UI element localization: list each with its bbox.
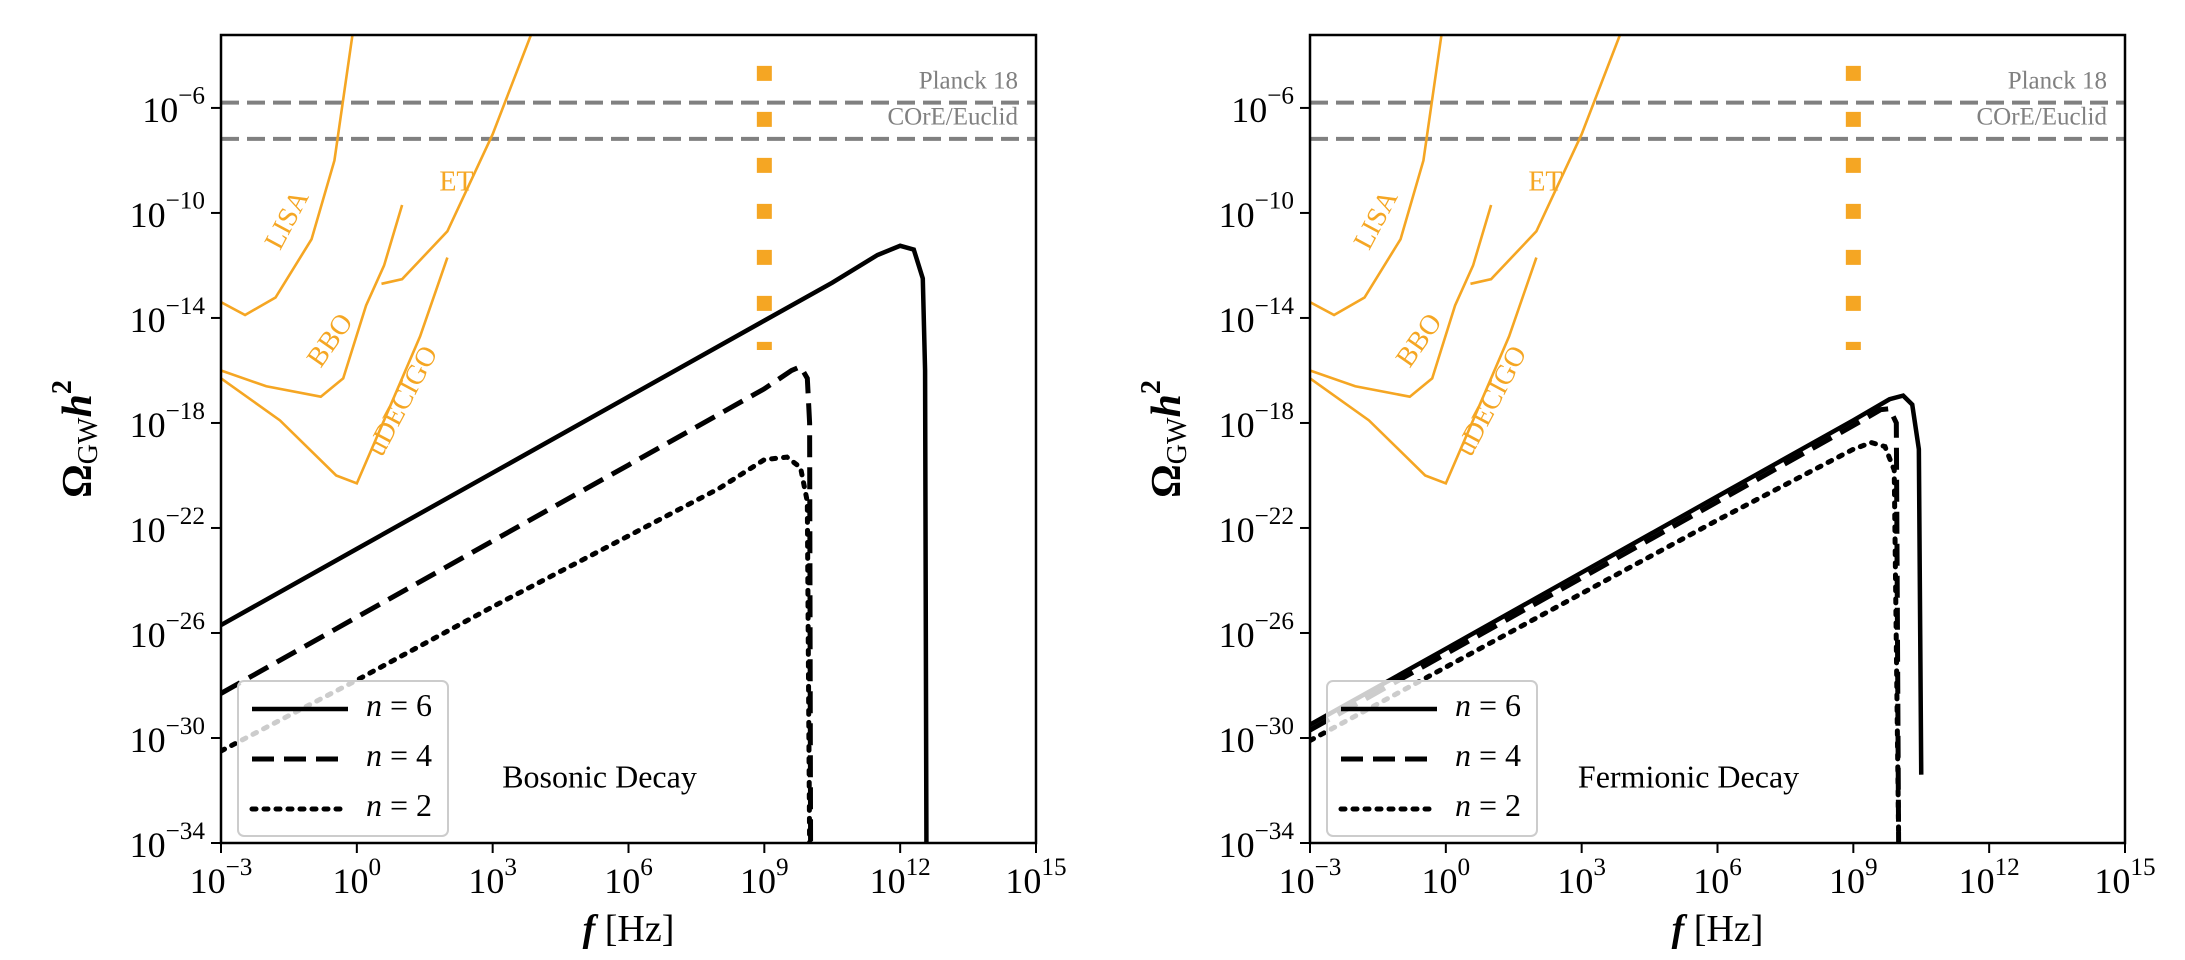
legend-label: n = 2 (366, 787, 432, 823)
curve-label: uDECIGO (1450, 341, 1534, 461)
series-line (1310, 439, 1902, 838)
y-tick-label: 10−6 (1231, 83, 1294, 131)
legend-box (1326, 680, 1538, 837)
sensitivity-curve (221, 35, 354, 317)
x-tick-label: 1015 (2094, 854, 2155, 902)
x-tick-label: 10−3 (1279, 854, 1342, 902)
plot-area (1310, 35, 2125, 843)
sensitivity-curve (1470, 35, 1622, 286)
y-tick-label: 10−22 (130, 503, 205, 551)
x-axis-label: f [Hz] (583, 908, 675, 950)
y-tick-label: 10−26 (1219, 608, 1294, 656)
curve-label: ET (439, 166, 473, 197)
y-tick-label: 10−34 (1219, 818, 1295, 866)
y-tick-label: 10−10 (1219, 188, 1294, 236)
plot-area (221, 35, 1036, 843)
y-tick-label: 10−14 (130, 293, 206, 341)
legend-label: n = 4 (366, 737, 432, 773)
x-tick-label: 100 (1422, 854, 1471, 902)
annotation: Bosonic Decay (502, 758, 697, 794)
legend-label: n = 6 (366, 687, 432, 723)
y-axis-label: ΩGWh2 (1136, 380, 1193, 498)
series-line (1310, 393, 1924, 775)
x-tick-label: 103 (468, 854, 517, 902)
y-tick-label: 10−10 (130, 188, 205, 236)
bound-label: COrE/Euclid (1976, 104, 2107, 131)
x-axis-label: f [Hz] (1672, 908, 1764, 950)
sensitivity-curve (221, 204, 404, 399)
sensitivity-curve (221, 257, 449, 486)
x-tick-label: 109 (740, 854, 789, 902)
x-tick-label: 1012 (870, 854, 931, 902)
bound-label: Planck 18 (919, 67, 1018, 94)
x-tick-label: 1012 (1959, 854, 2020, 902)
y-tick-label: 10−22 (1219, 503, 1294, 551)
legend-label: n = 4 (1455, 737, 1521, 773)
y-tick-label: 10−14 (1219, 293, 1295, 341)
series-line (221, 363, 814, 843)
curve-label: BBO (301, 308, 359, 373)
x-tick-label: 10−3 (190, 854, 253, 902)
bound-label: Planck 18 (2008, 67, 2107, 94)
sensitivity-curve (381, 35, 533, 286)
y-axis-label: ΩGWh2 (47, 380, 104, 498)
sensitivity-curve (1310, 204, 1493, 399)
annotation: Fermionic Decay (1578, 758, 1799, 794)
x-tick-label: 109 (1829, 854, 1878, 902)
series-line (1310, 405, 1902, 843)
curve-label: ET (1528, 166, 1562, 197)
y-tick-label: 10−18 (130, 398, 205, 446)
legend-label: n = 2 (1455, 787, 1521, 823)
y-tick-label: 10−30 (130, 713, 205, 761)
bound-label: COrE/Euclid (887, 104, 1018, 131)
y-tick-label: 10−18 (1219, 398, 1294, 446)
y-tick-label: 10−6 (142, 83, 205, 131)
series-line (221, 243, 929, 843)
sensitivity-curve (1310, 35, 1443, 317)
x-tick-label: 100 (333, 854, 382, 902)
x-tick-label: 103 (1557, 854, 1606, 902)
y-tick-label: 10−34 (130, 818, 206, 866)
sensitivity-curve (1310, 257, 1538, 486)
x-tick-label: 106 (1693, 854, 1742, 902)
y-tick-label: 10−26 (130, 608, 205, 656)
series-line (221, 454, 813, 843)
x-tick-label: 106 (604, 854, 653, 902)
y-tick-label: 10−30 (1219, 713, 1294, 761)
curve-label: uDECIGO (361, 341, 445, 461)
legend-label: n = 6 (1455, 687, 1521, 723)
legend-box (237, 680, 449, 837)
x-tick-label: 1015 (1005, 854, 1066, 902)
curve-label: BBO (1390, 308, 1448, 373)
